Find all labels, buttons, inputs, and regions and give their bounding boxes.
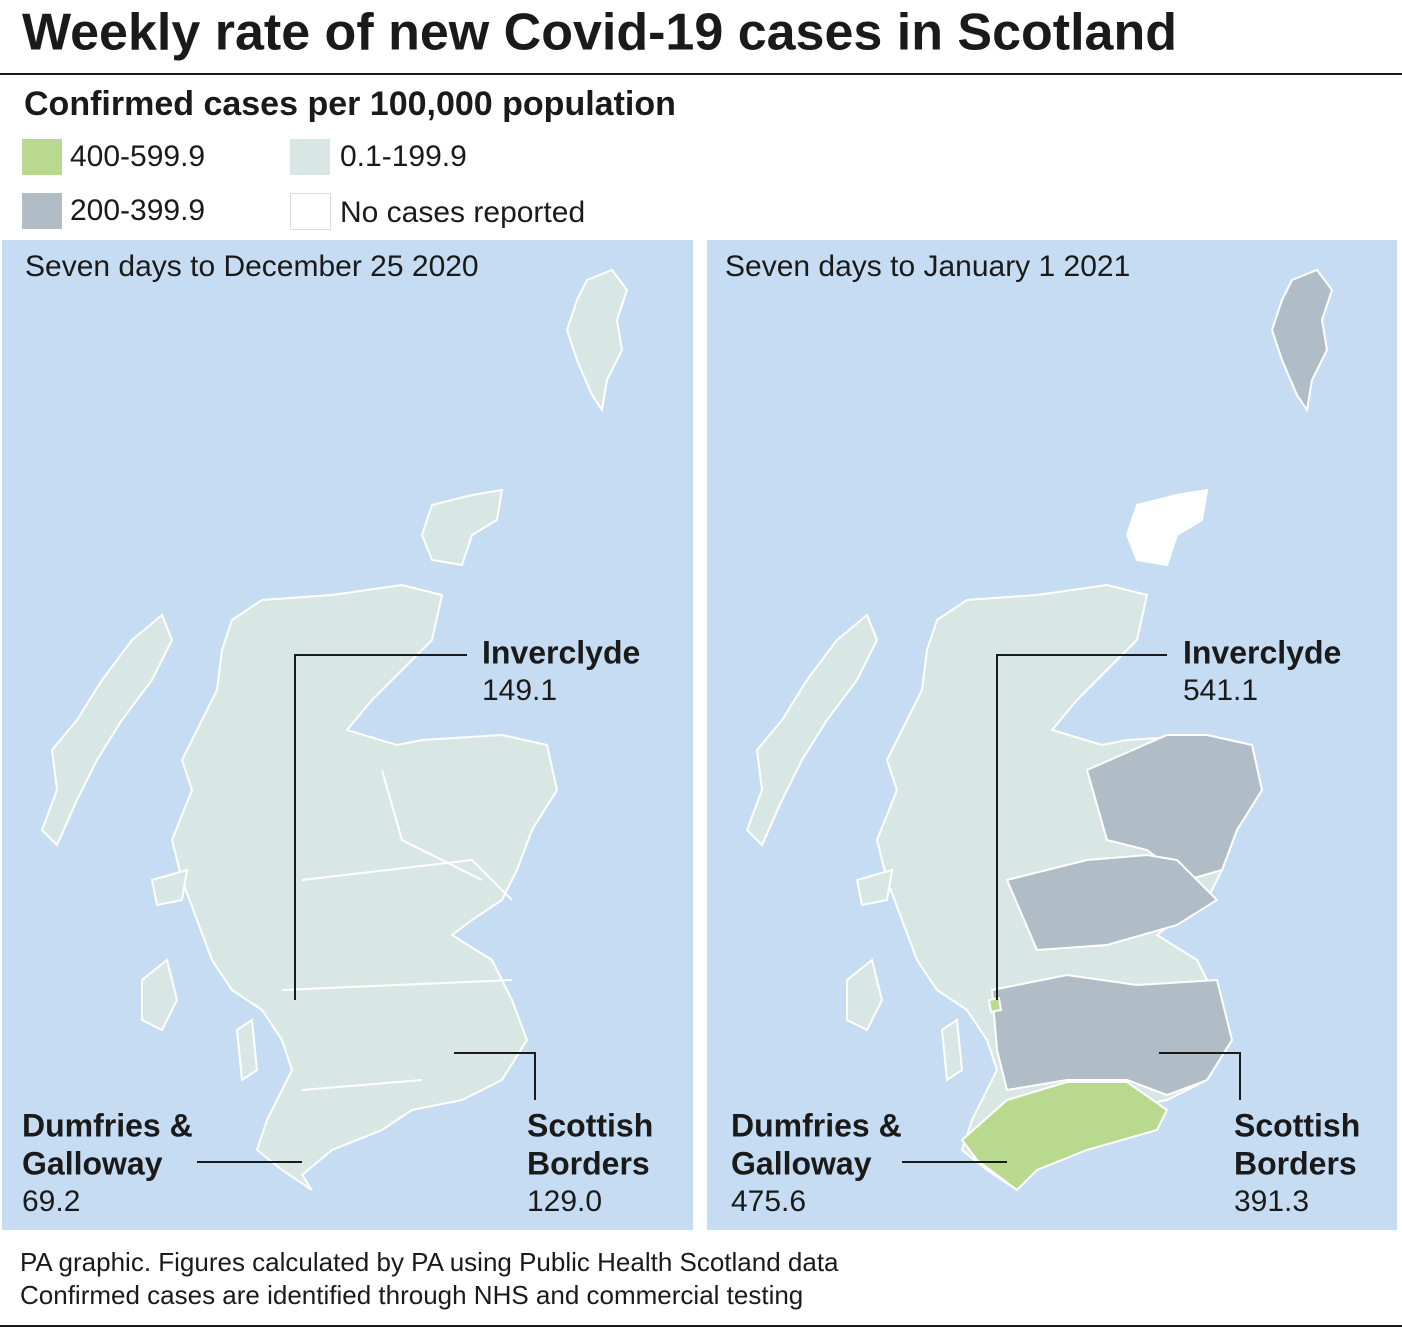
annotation-label: Galloway	[731, 1145, 872, 1181]
title: Weekly rate of new Covid-19 cases in Sco…	[22, 4, 1177, 62]
annotation-label: Galloway	[22, 1145, 163, 1181]
footer-note: PA graphic. Figures calculated by PA usi…	[20, 1247, 839, 1277]
legend-swatch	[22, 139, 62, 175]
annotation-label: Borders	[1234, 1145, 1357, 1181]
annotation-label: Borders	[527, 1145, 650, 1181]
panel-title: Seven days to January 1 2021	[725, 250, 1130, 283]
legend-label: No cases reported	[340, 196, 585, 229]
legend-swatch	[290, 139, 330, 175]
legend-label: 400-599.9	[70, 140, 205, 173]
annotation-value: 69.2	[22, 1185, 80, 1218]
region	[960, 1081, 1169, 1192]
leader-line	[294, 654, 467, 1000]
legend-label: 0.1-199.9	[340, 140, 467, 173]
map-panel: Seven days to January 1 2021 Inverclyde …	[707, 240, 1397, 1230]
annotation-value: 129.0	[527, 1185, 602, 1218]
council-boundary	[281, 769, 513, 1091]
legend-swatch	[290, 193, 331, 230]
annotation-label: Inverclyde	[1183, 634, 1341, 670]
region	[1005, 853, 1219, 952]
legend-label: 200-399.9	[70, 194, 205, 227]
annotation-value: 475.6	[731, 1185, 806, 1218]
annotation-value: 149.1	[482, 674, 557, 707]
annotation-label: Scottish	[527, 1107, 653, 1143]
leader-line	[454, 1052, 536, 1100]
leader-line	[996, 654, 1167, 1000]
annotation-label: Dumfries &	[22, 1107, 193, 1143]
annotation-value: 541.1	[1183, 674, 1258, 707]
footer-note: Confirmed cases are identified through N…	[20, 1280, 803, 1310]
panel-title: Seven days to December 25 2020	[25, 250, 479, 283]
leader-line	[1159, 1052, 1241, 1100]
region	[990, 973, 1234, 1097]
annotation-label: Dumfries &	[731, 1107, 902, 1143]
annotation-value: 391.3	[1234, 1185, 1309, 1218]
legend-title: Confirmed cases per 100,000 population	[24, 85, 676, 123]
legend-swatch	[22, 193, 62, 229]
map-panel: Seven days to December 25 2020 Inverclyd…	[2, 240, 693, 1230]
legend: 400-599.9 0.1-199.9 200-399.9 No cases r…	[22, 139, 585, 230]
annotation-label: Scottish	[1234, 1107, 1360, 1143]
annotation-label: Inverclyde	[482, 634, 640, 670]
region	[987, 996, 1003, 1014]
region	[1085, 734, 1264, 882]
